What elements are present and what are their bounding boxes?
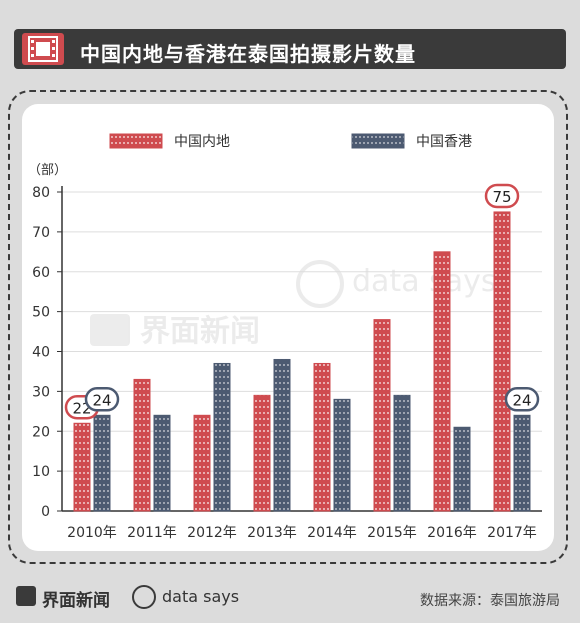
legend-swatch-hongkong <box>351 133 405 149</box>
bar-hongkong <box>333 398 351 512</box>
x-tick-label: 2014年 <box>307 525 357 541</box>
bar-hongkong <box>213 362 231 512</box>
x-tick-label: 2017年 <box>487 525 537 541</box>
bar-mainland <box>433 251 451 512</box>
x-tick-label: 2015年 <box>367 525 417 541</box>
x-tick-label: 2013年 <box>247 525 297 541</box>
y-tick-label: 40 <box>32 345 50 361</box>
legend-label-hongkong: 中国香港 <box>416 134 472 150</box>
watermark-brand-a: 界面新闻 <box>140 314 260 349</box>
jiemian-logo-icon <box>16 586 36 606</box>
bar-mainland <box>193 414 211 512</box>
x-tick-label: 2011年 <box>127 525 177 541</box>
y-tick-label: 60 <box>32 265 50 281</box>
footer-source: 数据来源：泰国旅游局 <box>420 593 560 609</box>
bar-hongkong <box>393 394 411 512</box>
bar-chart: 界面新闻 data says （部） 0 10 20 30 40 50 60 70 80 2010… <box>28 133 542 541</box>
watermark-brand-b: data says <box>352 264 497 299</box>
bar-mainland <box>73 422 91 512</box>
bar-mainland <box>493 211 511 512</box>
film-icon <box>22 33 64 65</box>
x-tick-label: 2012年 <box>187 525 237 541</box>
bar-mainland <box>253 394 271 512</box>
y-tick-label: 70 <box>32 225 50 241</box>
y-tick-label: 0 <box>41 504 50 520</box>
y-tick-label: 30 <box>32 384 50 400</box>
callout-badge <box>484 183 520 209</box>
footer-brand-datasays: data says <box>162 587 240 606</box>
y-tick-label: 50 <box>32 305 50 321</box>
bar-hongkong <box>513 414 531 512</box>
callout-badge <box>504 387 540 412</box>
x-tick-label: 2016年 <box>427 525 477 541</box>
callout-value: 24 <box>512 391 531 409</box>
bar-mainland <box>313 362 331 512</box>
bar-mainland <box>373 319 391 512</box>
page-title: 中国内地与香港在泰国拍摄影片数量 <box>80 42 416 66</box>
bar-mainland <box>133 378 151 512</box>
callout-badge <box>84 387 120 412</box>
bar-hongkong <box>153 414 171 512</box>
bar-hongkong <box>273 358 291 512</box>
y-tick-label: 80 <box>32 185 50 201</box>
header-bar: 中国内地与香港在泰国拍摄影片数量 <box>14 29 566 69</box>
callout-value: 75 <box>492 188 511 206</box>
bar-hongkong <box>93 414 111 512</box>
dashed-frame <box>8 90 568 564</box>
y-tick-label: 20 <box>32 424 50 440</box>
watermark: 界面新闻 data says <box>90 260 497 349</box>
y-tick-label: 10 <box>32 464 50 480</box>
data-says-logo-icon <box>132 585 156 609</box>
callout-value: 24 <box>92 391 111 409</box>
bar-hongkong <box>453 426 471 512</box>
chart-panel: 界面新闻 data says （部） 0 10 20 30 40 50 60 70 80 2010… <box>22 104 554 551</box>
footer-brand-jiemian: 界面新闻 <box>42 591 110 611</box>
y-axis-label: （部） <box>28 163 67 178</box>
legend-label-mainland: 中国内地 <box>174 134 230 150</box>
x-tick-label: 2010年 <box>67 525 117 541</box>
legend-swatch-mainland <box>109 133 163 149</box>
